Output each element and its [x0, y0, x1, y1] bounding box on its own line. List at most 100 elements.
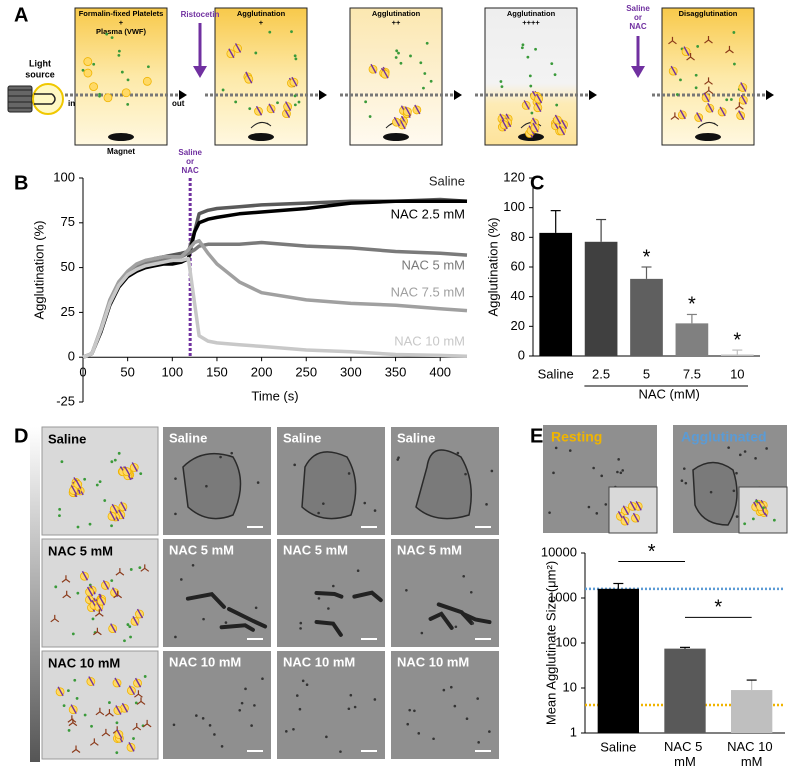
plasma-dot	[743, 522, 747, 526]
nac-molecule	[94, 609, 104, 617]
platelet	[89, 82, 98, 92]
aggregate	[352, 590, 383, 603]
light-arrow	[454, 90, 462, 100]
vwf	[86, 586, 94, 597]
vwf	[558, 125, 566, 136]
particle	[456, 451, 460, 455]
particle	[201, 717, 205, 720]
dose-wedge	[30, 427, 40, 762]
particle	[347, 472, 351, 475]
particle	[219, 455, 222, 459]
plasma-dot	[129, 568, 133, 571]
y-tick-label: 80	[511, 229, 525, 244]
x-tick-label: 0	[79, 365, 86, 380]
plasma-dot	[129, 635, 132, 639]
plasma-dot	[694, 73, 698, 77]
agglutinate	[415, 449, 472, 520]
x-tick-label: 400	[429, 365, 451, 380]
x-tick-label: 2.5	[592, 366, 610, 381]
y-tick-label: 40	[511, 288, 525, 303]
vwf	[679, 109, 686, 120]
plasma-dot	[294, 57, 298, 61]
particle	[420, 631, 424, 635]
particle	[285, 730, 288, 733]
y-tick-label: 1	[570, 724, 577, 739]
vwf	[81, 570, 89, 581]
vwf	[399, 119, 406, 130]
x-tick-label: 150	[206, 365, 228, 380]
particle	[298, 707, 302, 711]
plasma-dot	[67, 729, 71, 732]
plasma-dot	[368, 115, 372, 118]
series-label: NAC 2.5 mM	[391, 206, 465, 221]
particle	[325, 735, 328, 739]
plasma-dot	[83, 477, 87, 481]
beaker-title: Disagglutination	[679, 9, 738, 18]
plasma-dot	[425, 41, 429, 45]
plasma-dot	[675, 93, 679, 96]
beaker	[214, 7, 308, 146]
particle	[220, 745, 224, 748]
plasma-dot	[73, 678, 77, 682]
stir-arrow	[697, 122, 719, 129]
particle	[205, 484, 208, 488]
plasma-dot	[108, 701, 111, 704]
particle	[301, 679, 305, 683]
vwf	[121, 702, 129, 713]
plasma-dot	[60, 460, 64, 464]
particle	[680, 479, 684, 483]
magnet	[248, 133, 274, 141]
image-label: Resting	[551, 429, 602, 445]
platelet	[83, 57, 93, 66]
nac-molecule	[101, 728, 111, 737]
particle	[299, 621, 303, 625]
nac-molecule	[61, 575, 71, 583]
vwf	[404, 106, 412, 117]
plasma-dot	[110, 524, 113, 528]
cartoon-box	[41, 650, 159, 760]
particle	[256, 481, 260, 484]
particle	[174, 477, 177, 480]
nac-molecule	[734, 102, 744, 110]
particle	[240, 701, 244, 705]
particle	[485, 503, 488, 506]
series-label: Saline	[429, 173, 465, 188]
x-tick-label: 100	[161, 365, 183, 380]
vwf	[535, 93, 543, 104]
particle	[595, 512, 599, 515]
particle	[462, 574, 465, 578]
particle	[616, 470, 619, 474]
aggregate	[314, 620, 343, 637]
plasma-dot	[528, 74, 532, 78]
particle	[587, 505, 591, 509]
panel-label: A	[14, 4, 28, 26]
y-tick-label: 1000	[548, 589, 577, 604]
plasma-dot	[103, 499, 107, 502]
vwf	[134, 677, 142, 688]
vwf	[622, 515, 629, 526]
particle	[465, 717, 469, 721]
aggregate	[428, 611, 454, 630]
image-label: NAC 5 mM	[283, 542, 348, 557]
x-tick-label: 350	[385, 365, 407, 380]
plasma-dot	[139, 472, 143, 476]
vwf	[393, 116, 401, 127]
x-tick-label: NAC 5 mM	[664, 739, 706, 768]
platelet	[103, 93, 113, 103]
vwf	[70, 485, 78, 495]
plasma-dot	[254, 51, 258, 55]
series-line	[82, 256, 468, 359]
beaker-title: Plasma (VWF)	[96, 27, 147, 36]
vwf	[740, 82, 747, 92]
particle	[347, 707, 351, 711]
agglutinate	[692, 461, 738, 526]
particle	[172, 723, 176, 727]
nac-molecule	[704, 86, 714, 95]
platelet	[142, 76, 152, 86]
vwf	[88, 676, 95, 686]
plasma-dot	[98, 92, 102, 96]
particle	[339, 750, 342, 753]
plasma-dot	[54, 585, 58, 589]
aggregate	[436, 602, 474, 625]
